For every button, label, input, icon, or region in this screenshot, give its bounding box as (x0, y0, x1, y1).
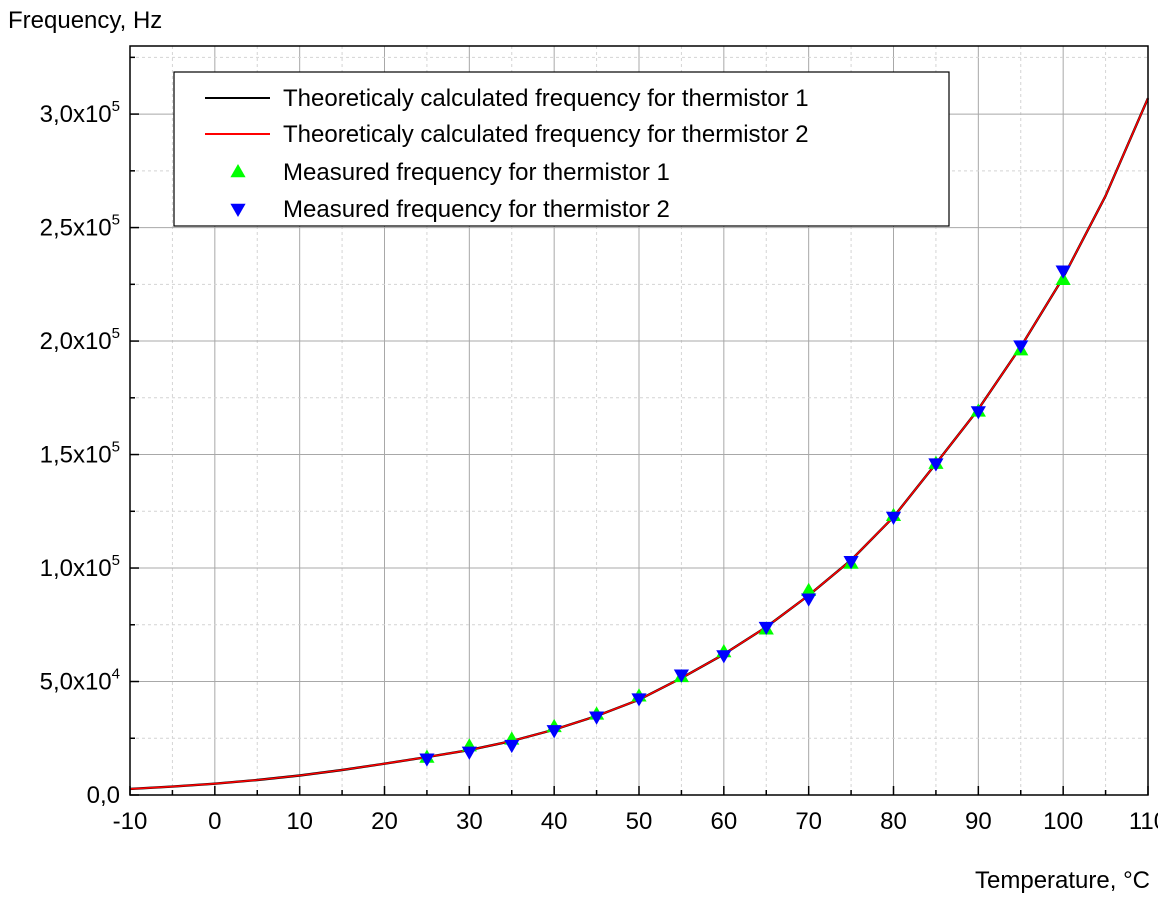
legend-label-measured-2: Measured frequency for thermistor 2 (283, 196, 670, 223)
y-tick-label: 2,0x105 (40, 325, 120, 355)
legend-box (173, 71, 950, 227)
measured-point-thermistor-1 (801, 582, 817, 596)
measured-point-thermistor-2 (716, 650, 732, 664)
x-tick-label: 0 (208, 808, 221, 835)
legend-label-measured-1: Measured frequency for thermistor 1 (283, 159, 670, 186)
x-axis-title: Temperature, °C (975, 867, 1150, 894)
measured-point-thermistor-2 (419, 753, 435, 767)
legend-marker-measured-2 (230, 203, 246, 217)
x-tick-label: 90 (965, 808, 992, 835)
y-tick-mantissa: 0,0 (87, 782, 120, 809)
measured-point-thermistor-2 (1013, 340, 1029, 354)
y-tick-exponent: 5 (112, 439, 120, 456)
y-tick-mantissa: 3,0x10 (40, 101, 112, 128)
measured-point-thermistor-2 (970, 406, 986, 420)
y-tick-label: 3,0x105 (40, 98, 120, 128)
measured-point-thermistor-2 (1055, 265, 1071, 279)
y-tick-label: 5,0x104 (40, 666, 120, 696)
y-tick-exponent: 5 (112, 98, 120, 115)
y-tick-mantissa: 2,0x10 (40, 328, 112, 355)
legend: Theoreticaly calculated frequency for th… (173, 71, 950, 227)
x-tick-label: 50 (626, 808, 653, 835)
measured-point-thermistor-2 (546, 725, 562, 739)
legend-label-theory-2: Theoreticaly calculated frequency for th… (283, 121, 809, 148)
measured-point-thermistor-2 (631, 693, 647, 707)
legend-label-theory-1: Theoreticaly calculated frequency for th… (283, 85, 809, 112)
markers-layer (419, 265, 1071, 767)
axis-ticks (129, 56, 1149, 796)
y-tick-label: 1,0x105 (40, 552, 120, 582)
x-tick-label: 40 (541, 808, 568, 835)
measured-point-thermistor-2 (504, 739, 520, 754)
measured-point-thermistor-2 (885, 511, 902, 525)
x-tick-label: 60 (710, 808, 737, 835)
y-tick-exponent: 5 (112, 552, 120, 569)
y-tick-label: 0,0 (87, 782, 120, 809)
measured-point-thermistor-2 (758, 621, 774, 636)
x-tick-labels: -10 0 10 20 30 40 50 60 70 80 90 100 110 (113, 808, 1158, 835)
measured-point-thermistor-2 (801, 593, 817, 607)
x-tick-label: 10 (286, 808, 313, 835)
x-tick-label: -10 (113, 808, 148, 835)
y-tick-label: 2,5x105 (40, 212, 120, 242)
measured-point-thermistor-2 (461, 746, 477, 760)
x-tick-label: 110 (1129, 808, 1158, 835)
y-tick-exponent: 5 (112, 325, 120, 342)
y-tick-mantissa: 2,5x10 (40, 215, 112, 242)
x-tick-label: 100 (1043, 808, 1083, 835)
y-tick-label: 1,5x105 (40, 439, 120, 469)
y-axis-title: Frequency, Hz (8, 7, 162, 34)
y-tick-mantissa: 5,0x10 (40, 669, 112, 696)
x-tick-label: 70 (795, 808, 822, 835)
measured-point-thermistor-2 (928, 458, 944, 472)
legend-marker-measured-1 (230, 164, 246, 178)
measured-point-thermistor-2 (843, 556, 859, 570)
measured-point-thermistor-2 (673, 669, 690, 683)
measured-point-thermistor-2 (588, 711, 605, 725)
y-tick-mantissa: 1,0x10 (40, 555, 112, 582)
y-tick-exponent: 5 (112, 212, 120, 229)
y-tick-labels: 0,05,0x1041,0x1051,5x1052,0x1052,5x1053,… (40, 98, 120, 809)
y-tick-exponent: 4 (112, 666, 120, 683)
x-tick-label: 80 (880, 808, 907, 835)
y-tick-mantissa: 1,5x10 (40, 442, 112, 469)
x-tick-label: 30 (456, 808, 483, 835)
x-tick-label: 20 (371, 808, 398, 835)
